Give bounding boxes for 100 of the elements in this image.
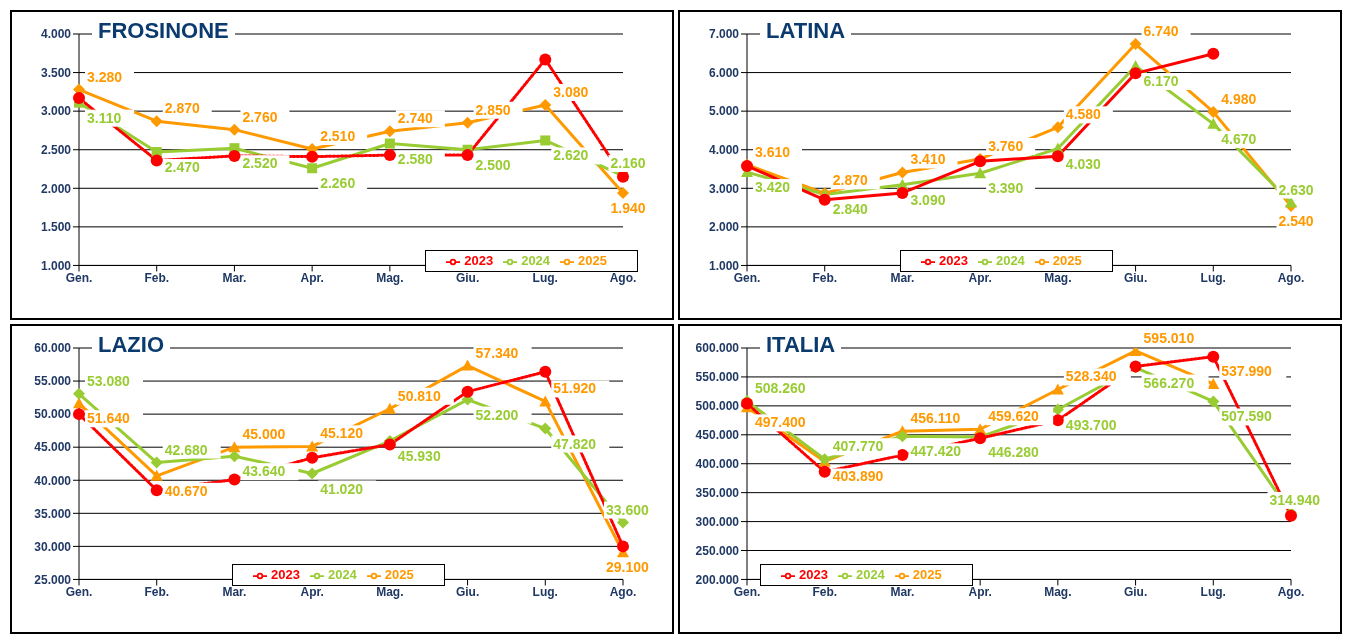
x-tick-label: Giu. bbox=[1123, 584, 1148, 599]
point bbox=[461, 359, 474, 371]
point bbox=[540, 135, 551, 146]
data-label: 3.280 bbox=[87, 68, 123, 85]
point bbox=[150, 484, 163, 497]
point bbox=[1207, 105, 1220, 118]
legend-label: 2024 bbox=[995, 253, 1025, 269]
data-label: 497.400 bbox=[755, 414, 806, 431]
x-tick-label: Lug. bbox=[532, 270, 558, 285]
data-label: 2.630 bbox=[1278, 181, 1314, 198]
data-label: 3.390 bbox=[988, 180, 1024, 197]
x-tick-label: Apr. bbox=[300, 270, 324, 285]
x-tick-label: Ago. bbox=[1277, 584, 1305, 599]
point bbox=[539, 365, 552, 378]
legend-label: 2024 bbox=[855, 567, 885, 583]
x-tick-label: Giu. bbox=[455, 584, 480, 599]
data-label: 2.470 bbox=[164, 159, 200, 176]
data-label: 446.280 bbox=[988, 443, 1039, 460]
y-tick-label: 7.000 bbox=[708, 27, 740, 42]
data-label: 50.810 bbox=[397, 387, 441, 404]
point bbox=[73, 387, 85, 400]
data-label: 493.700 bbox=[1065, 416, 1117, 433]
x-tick-label: Giu. bbox=[1123, 270, 1148, 285]
y-tick-label: 2.000 bbox=[40, 181, 72, 196]
data-label: 3.080 bbox=[553, 83, 589, 100]
data-label: 407.770 bbox=[832, 438, 884, 455]
chart-title: LAZIO bbox=[92, 332, 170, 358]
data-label: 1.940 bbox=[610, 199, 646, 216]
data-label: 45.930 bbox=[397, 448, 441, 465]
point bbox=[818, 465, 831, 478]
point bbox=[1207, 377, 1220, 389]
chart-title: ITALIA bbox=[760, 332, 842, 358]
y-tick-label: 300.000 bbox=[695, 514, 740, 529]
y-tick-label: 400.000 bbox=[695, 456, 740, 471]
x-tick-label: Lug. bbox=[1200, 584, 1226, 599]
point bbox=[896, 449, 909, 462]
data-label: 3.610 bbox=[755, 143, 791, 160]
y-tick-label: 1.000 bbox=[708, 258, 740, 273]
data-label: 2.510 bbox=[320, 127, 356, 144]
data-label: 4.980 bbox=[1221, 90, 1257, 107]
data-label: 53.080 bbox=[87, 372, 131, 389]
point bbox=[539, 395, 552, 407]
point bbox=[1207, 47, 1220, 60]
data-label: 2.520 bbox=[242, 155, 278, 172]
data-label: 2.620 bbox=[553, 147, 589, 164]
data-label: 3.420 bbox=[755, 179, 791, 196]
point bbox=[306, 467, 319, 480]
data-label: 528.340 bbox=[1065, 368, 1117, 385]
point bbox=[461, 385, 474, 398]
y-tick-label: 40.000 bbox=[34, 473, 72, 488]
y-tick-label: 35.000 bbox=[34, 506, 72, 521]
point bbox=[617, 540, 629, 553]
y-tick-label: 200.000 bbox=[695, 572, 740, 587]
x-tick-label: Feb. bbox=[144, 584, 170, 599]
chart-title: LATINA bbox=[760, 18, 852, 44]
point bbox=[539, 422, 552, 435]
x-tick-label: Mag. bbox=[376, 584, 404, 599]
y-tick-label: 5.000 bbox=[708, 104, 740, 119]
data-label: 2.540 bbox=[1278, 213, 1314, 230]
y-tick-label: 45.000 bbox=[34, 440, 72, 455]
y-tick-label: 500.000 bbox=[695, 399, 740, 414]
y-tick-label: 3.500 bbox=[40, 65, 72, 80]
point bbox=[1129, 38, 1142, 51]
y-tick-label: 1.500 bbox=[40, 220, 72, 235]
data-label: 2.580 bbox=[397, 150, 434, 167]
point bbox=[383, 125, 396, 138]
point bbox=[818, 193, 831, 206]
x-tick-label: Apr. bbox=[968, 270, 992, 285]
point bbox=[306, 451, 319, 464]
y-tick-label: 3.000 bbox=[708, 181, 740, 196]
legend-label: 2025 bbox=[578, 253, 607, 269]
point bbox=[1051, 403, 1064, 416]
data-label: 2.500 bbox=[475, 156, 511, 173]
x-tick-label: Mar. bbox=[890, 584, 915, 599]
data-label: 507.590 bbox=[1221, 408, 1273, 425]
legend-label: 2023 bbox=[939, 253, 968, 269]
x-tick-label: Gen. bbox=[65, 584, 93, 599]
data-label: 314.940 bbox=[1269, 491, 1321, 508]
data-label: 52.200 bbox=[475, 406, 519, 423]
point bbox=[896, 186, 909, 199]
data-label: 2.740 bbox=[397, 110, 434, 127]
data-label: 51.920 bbox=[553, 380, 597, 397]
data-label: 45.120 bbox=[320, 425, 364, 442]
x-tick-label: Apr. bbox=[300, 584, 324, 599]
data-label: 566.270 bbox=[1143, 374, 1195, 391]
legend-label: 2025 bbox=[1052, 253, 1082, 269]
data-label: 508.260 bbox=[755, 380, 806, 397]
legend-label: 2024 bbox=[521, 253, 551, 269]
y-tick-label: 4.000 bbox=[708, 142, 740, 157]
point bbox=[228, 450, 241, 463]
data-label: 29.100 bbox=[606, 559, 650, 576]
point bbox=[1051, 121, 1064, 134]
y-tick-label: 50.000 bbox=[34, 407, 72, 422]
point bbox=[306, 150, 319, 163]
data-label: 4.670 bbox=[1221, 130, 1257, 147]
data-label: 42.680 bbox=[164, 441, 208, 458]
x-tick-label: Mag. bbox=[1044, 270, 1072, 285]
point bbox=[383, 149, 396, 162]
x-tick-label: Mar. bbox=[222, 584, 247, 599]
y-tick-label: 2.000 bbox=[708, 220, 740, 235]
